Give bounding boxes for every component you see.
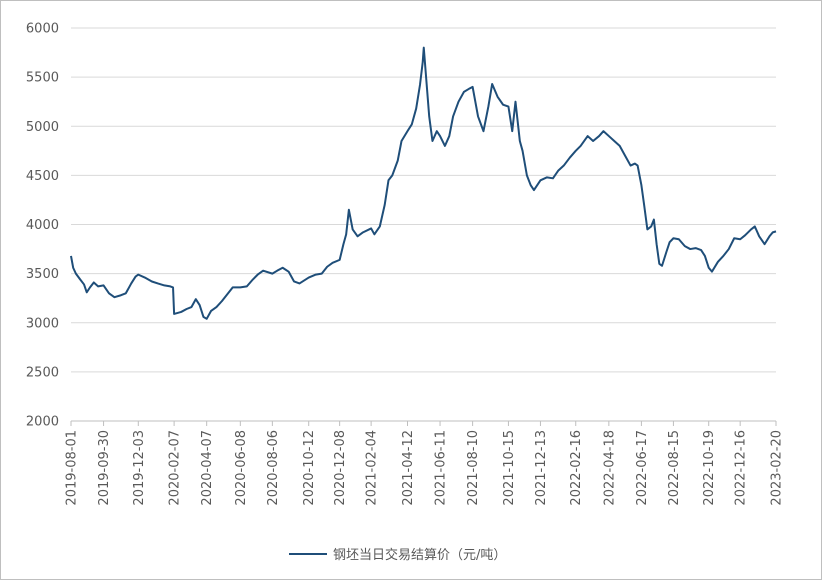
x-tick-label: 2022-12-16 [734, 430, 749, 506]
x-tick-label: 2020-08-06 [266, 430, 281, 506]
x-tick-label: 2020-12-08 [333, 430, 348, 506]
x-tick-label: 2020-02-07 [168, 430, 183, 506]
y-tick-label: 3500 [26, 267, 59, 282]
x-tick-label: 2022-10-19 [702, 430, 717, 506]
x-tick-label: 2019-08-01 [65, 430, 80, 506]
y-tick-label: 2000 [26, 415, 59, 430]
y-tick-label: 5500 [26, 71, 59, 86]
y-tick-label: 4000 [26, 218, 59, 233]
x-tick-label: 2021-08-10 [466, 430, 481, 506]
x-tick-label: 2021-02-04 [365, 430, 380, 506]
series-layer [70, 46, 777, 320]
x-axis-ticks: 2019-08-01 2019-09-30 2019-12-03 2020-02-07… [65, 421, 785, 506]
series-line [70, 46, 777, 320]
x-tick-label: 2023-02-20 [770, 430, 785, 506]
x-tick-label: 2021-12-13 [534, 430, 549, 506]
x-tick-label: 2020-04-07 [200, 430, 215, 506]
x-tick-label: 2021-10-15 [502, 430, 517, 506]
y-axis-ticks: 2000 2500 3000 3500 4000 4500 5000 5500 6000 [26, 22, 59, 430]
gridlines [71, 27, 776, 422]
y-tick-label: 4500 [26, 169, 59, 184]
y-tick-label: 5000 [26, 120, 59, 135]
legend: 钢坯当日交易结算价（元/吨） [289, 547, 506, 563]
x-tick-label: 2022-02-16 [569, 430, 584, 506]
x-tick-label: 2022-06-17 [635, 430, 650, 506]
y-tick-label: 3000 [26, 316, 59, 331]
x-tick-label: 2022-04-18 [602, 430, 617, 506]
y-tick-label: 2500 [26, 365, 59, 380]
x-tick-label: 2021-06-11 [434, 430, 449, 506]
x-tick-label: 2021-04-12 [401, 430, 416, 506]
x-tick-label: 2020-10-12 [302, 430, 317, 506]
x-tick-label: 2022-08-15 [667, 430, 682, 506]
y-tick-label: 6000 [26, 22, 59, 37]
x-tick-label: 2019-12-03 [132, 430, 147, 506]
x-tick-label: 2019-09-30 [97, 430, 112, 506]
x-tick-label: 2020-06-08 [234, 430, 249, 506]
legend-label: 钢坯当日交易结算价（元/吨） [333, 547, 506, 563]
